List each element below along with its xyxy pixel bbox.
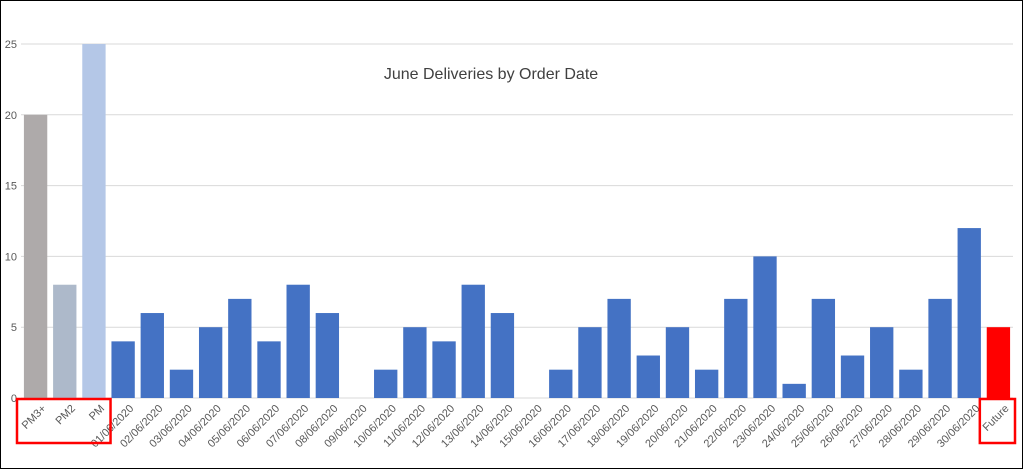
bar	[665, 327, 690, 398]
highlight-box-future	[978, 397, 1017, 445]
y-tick-label: 5	[11, 322, 17, 334]
y-tick-label: 10	[5, 251, 17, 263]
bar	[82, 44, 106, 398]
bar	[140, 313, 164, 398]
bar	[899, 369, 923, 398]
bars	[23, 44, 1011, 399]
bar	[228, 298, 252, 398]
bar	[315, 313, 340, 398]
bar	[694, 369, 719, 398]
highlight-boxes	[15, 397, 1017, 445]
y-tick-label: 25	[5, 39, 17, 51]
x-tick-label: PM3+	[20, 403, 49, 432]
bar	[23, 114, 48, 399]
x-axis-ticks: PM3+ PM2 PM01/06/202002/06/202003/06/20200…	[20, 403, 1012, 450]
bar	[53, 284, 77, 398]
bar	[870, 327, 894, 398]
x-tick-label: PM	[87, 403, 107, 423]
bar	[928, 298, 952, 398]
y-tick-label: 15	[5, 181, 17, 193]
bar	[198, 327, 223, 398]
y-tick-label: 0	[11, 393, 17, 405]
bar	[753, 256, 777, 398]
bar	[636, 355, 660, 398]
bar	[549, 369, 573, 398]
bar	[374, 369, 398, 398]
y-axis-ticks: 0 5 10 15 20 25	[5, 39, 17, 405]
bar	[461, 284, 485, 398]
bar	[782, 383, 806, 398]
bar	[607, 298, 631, 398]
bar	[432, 341, 456, 398]
bar	[257, 341, 281, 398]
bar	[490, 313, 515, 398]
bar	[840, 355, 865, 398]
bar	[957, 228, 981, 398]
bar	[811, 298, 836, 398]
gridlines	[21, 43, 1013, 399]
highlight-box-previous-months	[15, 397, 112, 445]
chart-title: June Deliveries by Order Date	[384, 66, 598, 83]
bar	[578, 327, 602, 398]
bar	[111, 341, 135, 398]
y-tick-label: 20	[5, 110, 17, 122]
bar	[986, 327, 1011, 398]
x-tick-label: Future	[981, 403, 1012, 434]
bar	[286, 284, 310, 398]
bar	[724, 298, 748, 398]
bar	[169, 369, 194, 398]
x-tick-label: PM2	[53, 403, 77, 427]
bar	[403, 327, 427, 398]
